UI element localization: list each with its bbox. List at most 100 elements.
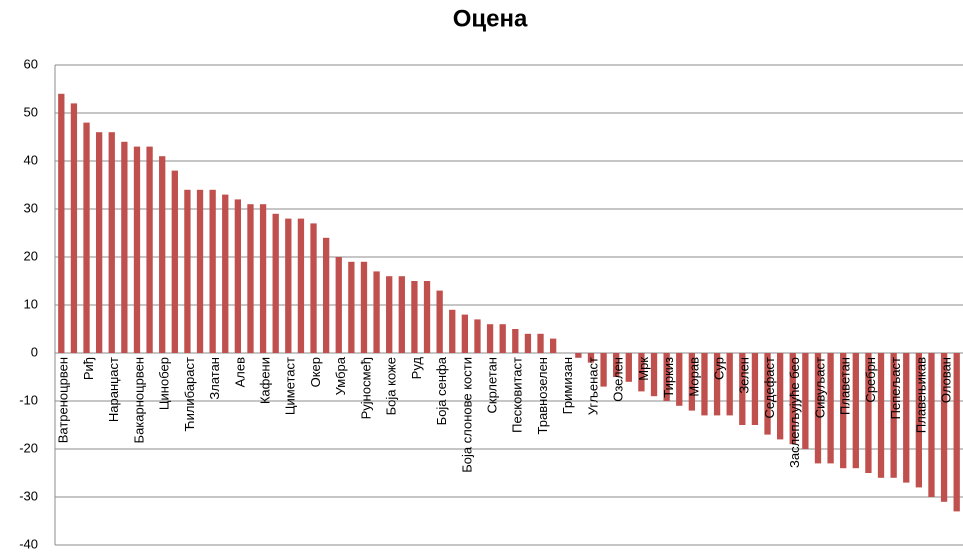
- y-tick-label: -20: [19, 440, 38, 455]
- x-tick-label: Мрк: [636, 357, 651, 381]
- bar: [814, 353, 822, 464]
- x-tick-label: Песковитаст: [510, 357, 525, 433]
- bar: [638, 353, 645, 392]
- x-tick-label: Бакарноцрвен: [131, 357, 146, 443]
- y-tick-label: 30: [24, 200, 38, 215]
- bar: [701, 353, 708, 416]
- x-tick-label: Пепељаст: [888, 357, 903, 419]
- bar: [751, 353, 759, 425]
- bar: [474, 319, 481, 353]
- x-tick-label: Сур: [712, 357, 727, 380]
- bar: [512, 329, 519, 353]
- bar: [726, 353, 733, 416]
- bar: [613, 353, 620, 377]
- x-tick-label: Плаветан: [838, 357, 853, 415]
- x-tick-label: Угљенаст: [585, 357, 600, 415]
- bar: [625, 353, 632, 382]
- bar: [461, 314, 469, 353]
- bar: [877, 353, 885, 478]
- x-tick-label: Морав: [686, 357, 701, 397]
- bar: [676, 353, 683, 406]
- bar: [159, 156, 166, 353]
- y-tick-label: 0: [31, 344, 38, 359]
- y-tick-label: -10: [19, 392, 38, 407]
- x-tick-label: Травнозелен: [535, 357, 550, 434]
- bar: [386, 276, 393, 353]
- x-tick-label: Олован: [939, 357, 954, 403]
- x-tick-label: Плавењикав: [913, 357, 928, 433]
- bar: [411, 281, 418, 353]
- bar: [121, 141, 128, 353]
- bar: [310, 223, 317, 353]
- bar: [524, 333, 532, 353]
- bar: [259, 204, 267, 353]
- x-tick-label: Боја коже: [384, 357, 399, 415]
- x-tick-label: Зелен: [737, 357, 752, 394]
- x-tick-label: Боја сенфа: [434, 356, 449, 425]
- bar: [549, 338, 557, 353]
- x-tick-label: Сивуљаст: [812, 357, 827, 418]
- bar: [285, 218, 292, 353]
- bar: [890, 353, 897, 478]
- bar: [940, 353, 948, 502]
- x-tick-label: Боја слонове кости: [459, 357, 474, 473]
- x-tick-label: Озелен: [611, 357, 626, 402]
- bar: [322, 237, 330, 353]
- x-tick-label: Скрлетан: [485, 357, 500, 413]
- bar: [171, 170, 178, 353]
- bar: [108, 132, 115, 353]
- bar: [688, 353, 696, 411]
- x-tick-label: Окер: [308, 357, 323, 387]
- bar: [398, 276, 405, 353]
- chart-title: Оцена: [453, 5, 528, 32]
- x-tick-label: Риђ: [81, 357, 96, 380]
- x-tick-label: Ватреноцрвен: [56, 357, 71, 443]
- x-tick-label: Заслепљујуће бео: [787, 357, 802, 468]
- bar: [196, 189, 204, 353]
- bar: [436, 290, 443, 353]
- bar: [348, 261, 355, 353]
- x-tick-label: Златан: [207, 357, 222, 400]
- x-tick-label: Наранџаст: [106, 357, 121, 422]
- bar: [373, 271, 380, 353]
- bar: [663, 353, 670, 401]
- bar: [486, 324, 494, 353]
- bar: [360, 261, 368, 353]
- y-tick-label: -40: [19, 536, 38, 551]
- x-tick-label: Ћилибараст: [182, 357, 197, 432]
- bar: [272, 213, 279, 353]
- bar: [222, 194, 229, 353]
- bar: [449, 309, 456, 353]
- bar: [713, 353, 721, 416]
- y-tick-label: 60: [24, 56, 38, 71]
- x-tick-label: Алев: [232, 357, 247, 387]
- x-tick-label: Руд: [409, 357, 424, 380]
- bar: [575, 353, 582, 358]
- x-tick-label: Гримизан: [560, 357, 575, 414]
- x-tick-label: Умбра: [333, 356, 348, 395]
- bar: [133, 146, 141, 353]
- bar: [234, 199, 242, 353]
- x-tick-label: Седефаст: [762, 357, 777, 419]
- bar: [776, 353, 784, 440]
- x-tick-label: Циметаст: [283, 357, 298, 415]
- bar: [499, 324, 506, 353]
- y-tick-label: -30: [19, 488, 38, 503]
- x-tick-label: Тиркиз: [661, 357, 676, 398]
- bar: [600, 353, 607, 387]
- y-tick-label: 50: [24, 104, 38, 119]
- bar: [297, 218, 305, 353]
- x-tick-label: Рујносмеђ: [358, 357, 373, 419]
- bar: [827, 353, 834, 464]
- bar: [83, 122, 90, 353]
- bar: [587, 353, 595, 363]
- y-tick-label: 20: [24, 248, 38, 263]
- bar: [915, 353, 923, 488]
- bar: [865, 353, 872, 473]
- bar: [247, 204, 254, 353]
- y-tick-label: 10: [24, 296, 38, 311]
- bar: [953, 353, 960, 512]
- x-tick-label: Сребрн: [863, 357, 878, 403]
- bar: [95, 132, 103, 353]
